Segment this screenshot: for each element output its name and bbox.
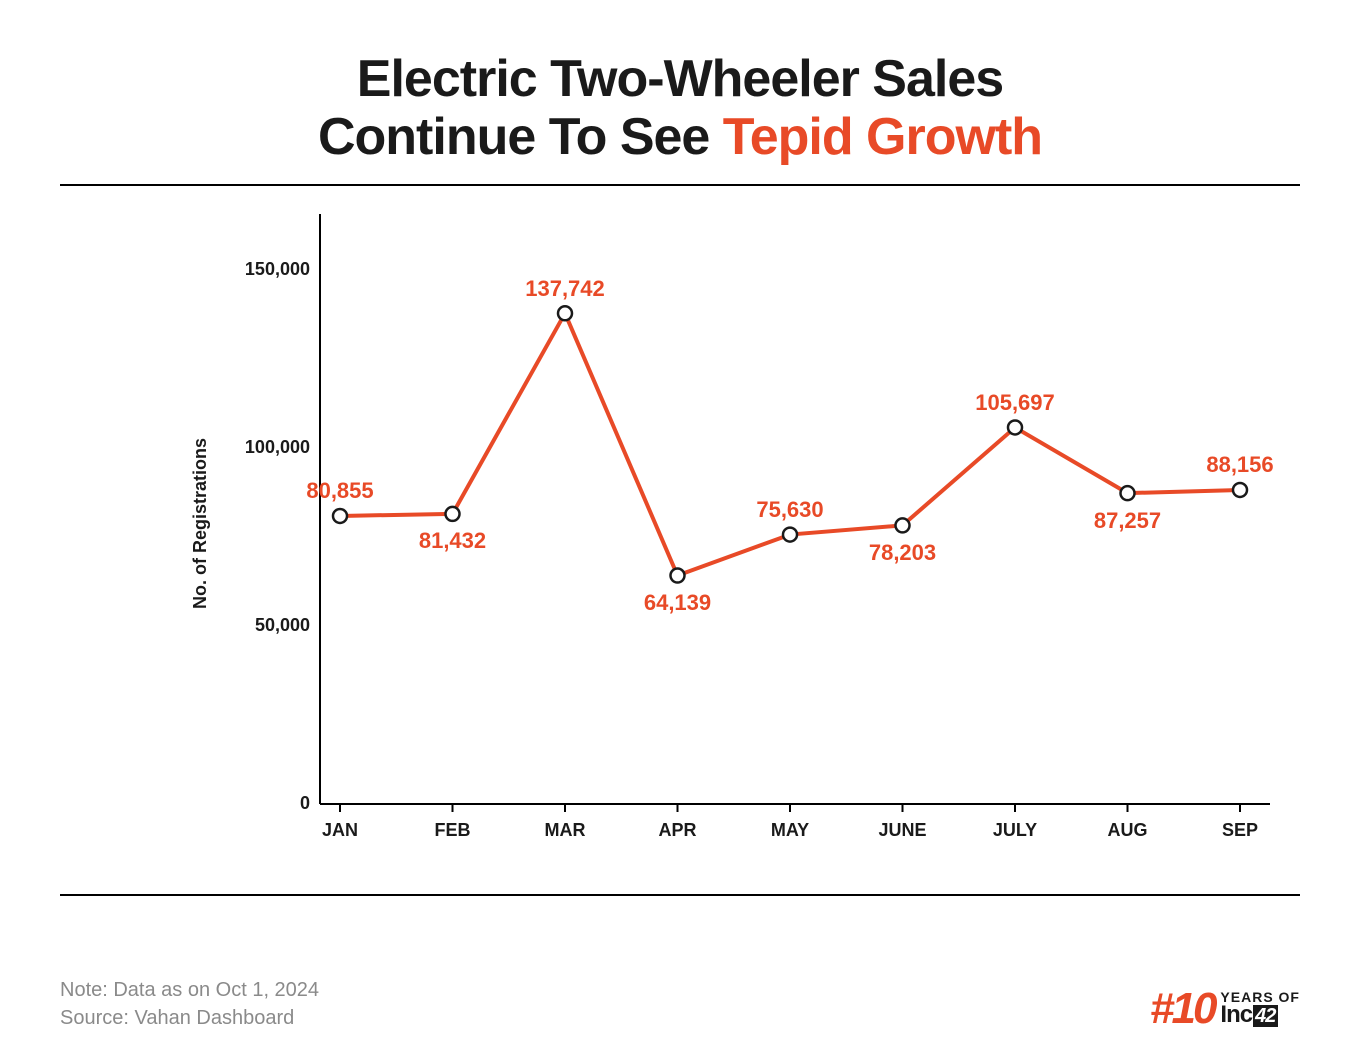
value-label: 105,697 — [975, 390, 1055, 416]
y-tick-label: 0 — [300, 793, 310, 814]
logo-inc: Inc — [1220, 1001, 1252, 1028]
x-tick-label: AUG — [1108, 820, 1148, 841]
x-tick-label: JUNE — [878, 820, 926, 841]
footnote-source: Source: Vahan Dashboard — [60, 1004, 1300, 1032]
value-label: 75,630 — [756, 497, 823, 523]
x-tick-label: JAN — [322, 820, 358, 841]
y-tick-label: 50,000 — [255, 615, 310, 636]
divider-top — [60, 184, 1300, 186]
x-tick-label: MAY — [771, 820, 809, 841]
footnote-note: Note: Data as on Oct 1, 2024 — [60, 976, 1300, 1004]
x-tick-label: JULY — [993, 820, 1037, 841]
title-line-2: Continue To See Tepid Growth — [60, 108, 1300, 166]
x-tick-label: APR — [658, 820, 696, 841]
value-label: 80,855 — [306, 478, 373, 504]
x-tick-label: SEP — [1222, 820, 1258, 841]
brand-logo: #10 YEARS OF Inc42 — [1150, 984, 1300, 1034]
x-tick-label: MAR — [545, 820, 586, 841]
logo-text: YEARS OF Inc42 — [1220, 991, 1300, 1027]
value-label: 81,432 — [419, 528, 486, 554]
y-tick-label: 150,000 — [245, 259, 310, 280]
divider-bottom — [60, 894, 1300, 896]
value-label: 78,203 — [869, 540, 936, 566]
footer: Note: Data as on Oct 1, 2024 Source: Vah… — [60, 976, 1300, 1032]
infographic-page: Electric Two-Wheeler Sales Continue To S… — [0, 0, 1360, 1058]
value-label: 137,742 — [525, 276, 605, 302]
value-label: 64,139 — [644, 590, 711, 616]
chart-title: Electric Two-Wheeler Sales Continue To S… — [60, 50, 1300, 166]
title-line-1: Electric Two-Wheeler Sales — [60, 50, 1300, 108]
logo-hash-ten: #10 — [1150, 984, 1214, 1034]
title-line-2a: Continue To See — [318, 108, 723, 166]
value-label: 88,156 — [1206, 452, 1273, 478]
y-tick-label: 100,000 — [245, 437, 310, 458]
line-chart-svg — [60, 194, 1300, 894]
logo-inc42: Inc42 — [1220, 1004, 1300, 1027]
value-label: 87,257 — [1094, 508, 1161, 534]
x-tick-label: FEB — [435, 820, 471, 841]
chart-area: No. of Registrations 050,000100,000150,0… — [60, 194, 1300, 894]
title-line-2b: Tepid Growth — [723, 108, 1042, 166]
logo-42-badge: 42 — [1253, 1005, 1278, 1027]
